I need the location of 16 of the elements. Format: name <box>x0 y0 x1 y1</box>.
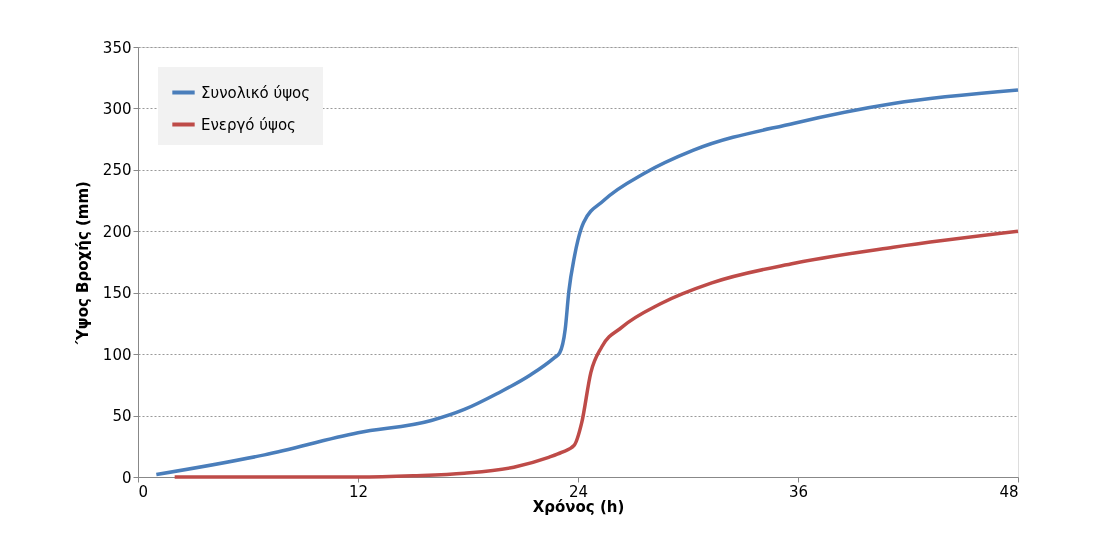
y-tick-label: 300 <box>102 99 132 118</box>
x-tick-label: 12 <box>348 482 369 501</box>
y-tick-label: 50 <box>112 407 132 426</box>
x-tick-label: 48 <box>999 482 1019 501</box>
y-tick-label: 200 <box>102 222 132 241</box>
legend-label: Ενεργό ύψος <box>201 115 296 134</box>
legend-label: Συνολικό ύψος <box>201 83 311 102</box>
y-tick-label: 100 <box>102 345 132 364</box>
line-series <box>172 229 1020 479</box>
y-axis-title: Ύψος Βροχής (mm) <box>73 181 92 345</box>
x-tick-label: 0 <box>138 482 149 501</box>
y-tick-label: 0 <box>121 468 132 487</box>
y-tick-label: 250 <box>102 161 132 180</box>
y-tick-label: 350 <box>102 38 132 57</box>
x-tick-label: 36 <box>788 482 809 501</box>
y-tick-label: 150 <box>102 284 132 303</box>
